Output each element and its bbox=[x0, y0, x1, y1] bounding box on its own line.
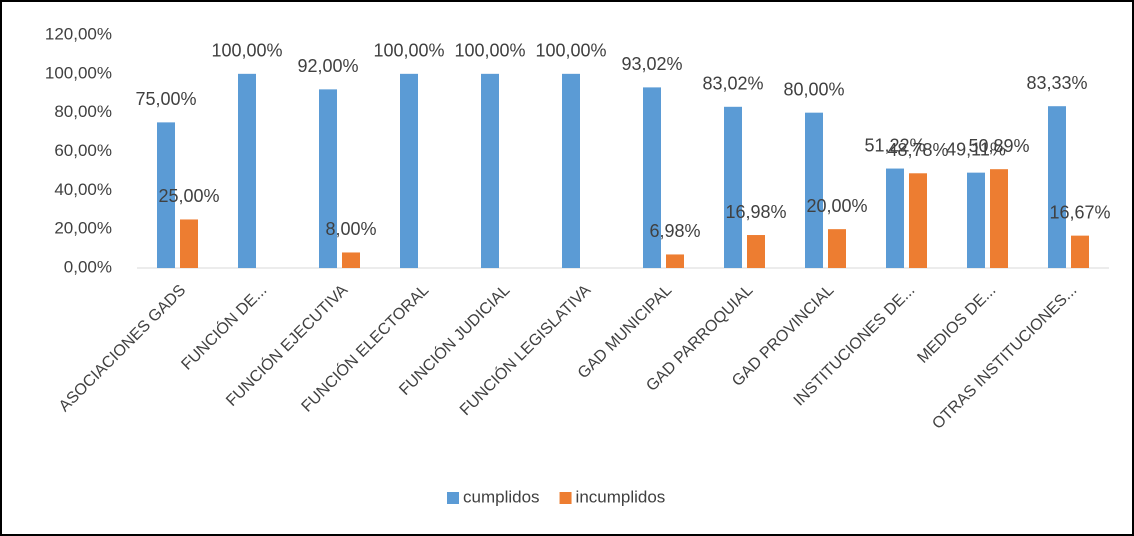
data-label: 16,67% bbox=[1049, 202, 1110, 222]
bar bbox=[1048, 106, 1066, 268]
data-label: 83,02% bbox=[702, 74, 763, 94]
y-tick-label: 60,00% bbox=[54, 141, 112, 160]
x-tick-label: OTRAS INSTITUCIONES... bbox=[929, 282, 1080, 433]
bar bbox=[1071, 235, 1089, 268]
legend-label: incumplidos bbox=[576, 487, 666, 506]
data-label: 49,11% bbox=[946, 139, 1006, 159]
bar bbox=[643, 87, 661, 268]
bar bbox=[805, 112, 823, 269]
data-label: 93,02% bbox=[621, 54, 682, 74]
bar bbox=[990, 169, 1008, 268]
data-label: 100,00% bbox=[454, 41, 525, 61]
y-tick-label: 80,00% bbox=[54, 102, 112, 121]
data-label: 100,00% bbox=[373, 41, 444, 61]
bar bbox=[562, 73, 580, 268]
bar bbox=[157, 122, 175, 268]
bar bbox=[909, 173, 927, 268]
y-tick-label: 100,00% bbox=[45, 63, 112, 82]
data-label: 25,00% bbox=[158, 186, 219, 206]
y-tick-label: 20,00% bbox=[54, 219, 112, 238]
bar bbox=[967, 172, 985, 268]
data-label: 83,33% bbox=[1026, 73, 1087, 93]
x-tick-label: FUNCIÓN DE... bbox=[177, 280, 270, 373]
data-label: 50,89% bbox=[968, 136, 1029, 156]
bar bbox=[886, 168, 904, 268]
x-tick-label: ASOCIACIONES GADS bbox=[56, 282, 189, 415]
data-label: 8,00% bbox=[325, 219, 376, 239]
bar bbox=[481, 73, 499, 268]
x-tick-label: FUNCIÓN LEGISLATIVA bbox=[456, 280, 595, 419]
data-label: 92,00% bbox=[297, 56, 358, 76]
bar bbox=[180, 219, 198, 268]
bar bbox=[747, 235, 765, 268]
legend-swatch bbox=[447, 492, 459, 504]
x-tick-label: FUNCIÓN ELECTORAL bbox=[297, 280, 432, 415]
y-tick-label: 0,00% bbox=[64, 257, 112, 276]
data-label: 75,00% bbox=[135, 89, 196, 109]
bar bbox=[342, 252, 360, 268]
data-label: 100,00% bbox=[535, 41, 606, 61]
bar bbox=[724, 106, 742, 269]
x-tick-label: MEDIOS DE... bbox=[914, 282, 999, 367]
data-label: 48,78% bbox=[887, 140, 948, 160]
bar bbox=[666, 254, 684, 268]
data-label: 100,00% bbox=[211, 41, 282, 61]
bar bbox=[319, 89, 337, 268]
bar bbox=[828, 229, 846, 268]
data-label: 20,00% bbox=[806, 196, 867, 216]
data-label: 80,00% bbox=[783, 79, 844, 99]
legend-swatch bbox=[559, 492, 572, 504]
legend-label: cumplidos bbox=[463, 487, 540, 506]
bar bbox=[238, 73, 256, 268]
data-label: 16,98% bbox=[725, 202, 786, 222]
data-label: 51,22% bbox=[864, 135, 925, 155]
y-tick-label: 120,00% bbox=[45, 24, 112, 43]
data-label: 6,98% bbox=[649, 221, 700, 241]
bar bbox=[400, 73, 418, 268]
y-tick-label: 40,00% bbox=[54, 180, 112, 199]
